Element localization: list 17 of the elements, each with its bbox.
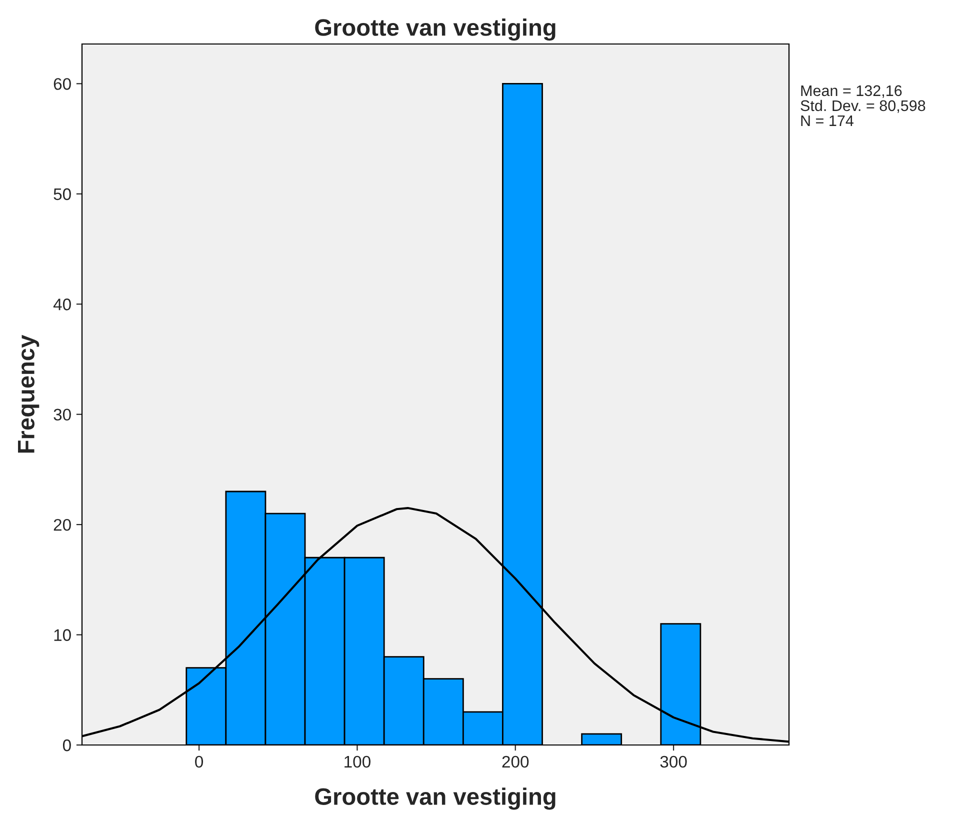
y-tick-label: 0 — [62, 739, 71, 752]
text: Mean = 132,16 — [801, 85, 902, 98]
text: Std. Dev. = 80,598 — [800, 100, 926, 113]
chart-title: Grootte van vestiging — [315, 18, 556, 41]
x-tick-label: 0 — [195, 756, 204, 768]
x-tick-label: 200 — [502, 756, 529, 768]
y-tick-label: 10 — [54, 629, 71, 641]
x-tick-label: 300 — [660, 756, 687, 768]
y-tick-label: 50 — [54, 188, 71, 200]
x-tick-label: 100 — [344, 756, 370, 768]
y-tick-label: 20 — [54, 518, 71, 531]
text: N = 174 — [801, 115, 854, 126]
y-tick-label: 40 — [53, 298, 71, 310]
y-axis-title: Frequency — [18, 334, 40, 453]
y-tick-label: 30 — [54, 408, 71, 421]
y-tick-label: 60 — [54, 78, 71, 90]
x-axis-title: Grootte van vestiging — [315, 788, 556, 810]
